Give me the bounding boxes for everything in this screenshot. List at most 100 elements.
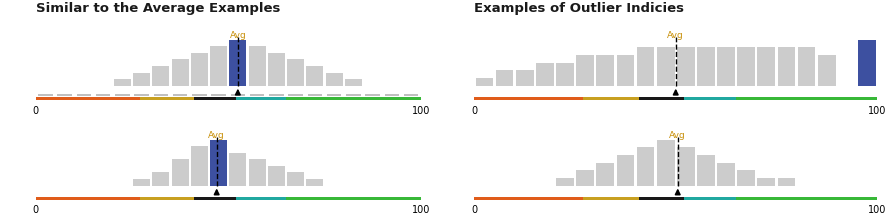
Bar	[636, 147, 654, 186]
Bar	[595, 55, 613, 86]
Bar	[231, 94, 245, 96]
Bar	[154, 94, 168, 96]
Text: Avg: Avg	[667, 31, 683, 40]
Text: Avg: Avg	[669, 131, 686, 140]
Bar	[114, 79, 131, 86]
Bar	[365, 94, 379, 96]
Bar	[857, 40, 875, 86]
Bar	[696, 155, 714, 186]
Bar	[236, 197, 286, 200]
Bar	[172, 59, 189, 86]
Bar	[173, 94, 187, 96]
Bar	[403, 94, 417, 96]
Text: Similar to the Average Examples: Similar to the Average Examples	[36, 2, 280, 15]
Bar	[190, 53, 207, 86]
Bar	[249, 46, 266, 86]
Bar	[210, 140, 227, 186]
Bar	[193, 197, 236, 200]
Bar	[683, 97, 735, 100]
Bar	[308, 94, 322, 96]
Bar	[152, 173, 169, 186]
Bar	[267, 166, 284, 186]
Bar	[536, 63, 553, 86]
Bar	[57, 94, 72, 96]
Bar	[474, 97, 583, 100]
Bar	[737, 47, 755, 86]
Bar	[735, 97, 876, 100]
Bar	[555, 63, 573, 86]
Bar	[139, 197, 193, 200]
Bar	[595, 163, 613, 186]
Bar	[133, 73, 150, 86]
Bar	[229, 153, 246, 186]
Bar	[696, 47, 714, 86]
Bar	[756, 178, 774, 186]
Bar	[306, 66, 323, 86]
Bar	[683, 197, 735, 200]
Text: Avg: Avg	[229, 31, 246, 40]
Bar	[817, 55, 835, 86]
Bar	[555, 178, 573, 186]
Bar	[344, 79, 361, 86]
Bar	[735, 197, 876, 200]
Bar	[285, 197, 420, 200]
Bar	[474, 197, 583, 200]
Bar	[38, 94, 53, 96]
Bar	[346, 94, 360, 96]
Bar	[210, 46, 227, 86]
Text: Avg: Avg	[208, 131, 224, 140]
Bar	[716, 163, 734, 186]
Bar	[288, 94, 302, 96]
Bar	[211, 94, 225, 96]
Bar	[638, 97, 683, 100]
Bar	[236, 97, 286, 100]
Bar	[192, 94, 207, 96]
Bar	[193, 97, 236, 100]
Text: Examples of Outlier Indicies: Examples of Outlier Indicies	[474, 2, 684, 15]
Bar	[636, 47, 654, 86]
Bar	[384, 94, 399, 96]
Bar	[133, 179, 150, 186]
Bar	[576, 170, 594, 186]
Bar	[325, 73, 342, 86]
Bar	[115, 94, 130, 96]
Bar	[616, 155, 634, 186]
Bar	[287, 59, 304, 86]
Bar	[134, 94, 148, 96]
Bar	[249, 159, 266, 186]
Bar	[285, 97, 420, 100]
Bar	[616, 55, 634, 86]
Bar	[249, 94, 264, 96]
Bar	[96, 94, 110, 96]
Bar	[36, 97, 139, 100]
Bar	[777, 47, 795, 86]
Bar	[139, 97, 193, 100]
Bar	[583, 97, 638, 100]
Bar	[638, 197, 683, 200]
Bar	[267, 53, 284, 86]
Bar	[716, 47, 734, 86]
Bar	[756, 47, 774, 86]
Bar	[306, 179, 323, 186]
Bar	[676, 47, 694, 86]
Bar	[172, 159, 189, 186]
Bar	[797, 47, 814, 86]
Bar	[777, 178, 795, 186]
Bar	[287, 173, 304, 186]
Bar	[656, 140, 674, 186]
Bar	[190, 146, 207, 186]
Bar	[676, 147, 694, 186]
Bar	[656, 47, 674, 86]
Bar	[269, 94, 283, 96]
Bar	[515, 70, 533, 86]
Bar	[152, 66, 169, 86]
Bar	[36, 197, 139, 200]
Bar	[475, 78, 493, 86]
Bar	[576, 55, 594, 86]
Bar	[326, 94, 341, 96]
Bar	[77, 94, 91, 96]
Bar	[495, 70, 513, 86]
Bar	[229, 40, 246, 86]
Bar	[583, 197, 638, 200]
Bar	[737, 170, 755, 186]
